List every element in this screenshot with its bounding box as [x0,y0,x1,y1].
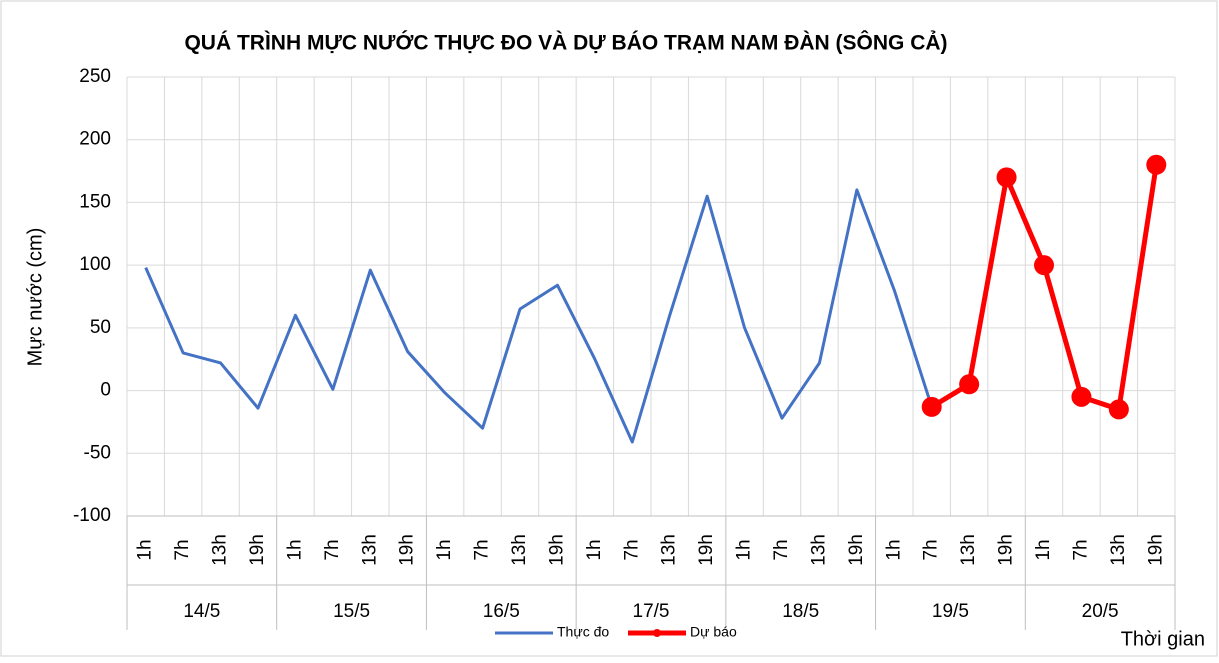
y-tick-label: 100 [79,254,111,275]
x-tick-label: 1h [883,539,904,560]
x-tick-label: 19h [247,534,268,566]
series-marker [1034,255,1054,276]
day-label: 18/5 [782,601,819,622]
x-tick-label: 19h [696,534,717,566]
day-label: 16/5 [483,601,520,622]
x-tick-label: 1h [584,539,605,560]
legend-label: Dự báo [690,624,737,640]
x-tick-label: 1h [284,539,305,560]
day-label: 15/5 [333,601,370,622]
x-tick-label: 7h [322,539,343,560]
x-tick-label: 13h [1108,534,1129,566]
x-tick-label: 7h [771,539,792,560]
chart-title: QUÁ TRÌNH MỰC NƯỚC THỰC ĐO VÀ DỰ BÁO TRẠ… [184,31,947,55]
x-tick-label: 13h [210,534,231,566]
series-marker [1146,154,1167,175]
series-marker [996,167,1017,188]
x-tick-label: 19h [846,534,867,566]
x-tick-label: 1h [135,539,156,560]
series-marker [1108,399,1129,420]
x-tick-label: 7h [472,539,493,560]
x-tick-label: 19h [996,534,1017,566]
legend-label: Thực đo [557,624,609,640]
x-tick-label: 1h [434,539,455,560]
x-tick-label: 13h [659,534,680,566]
x-tick-label: 7h [621,539,642,560]
y-tick-label: 0 [100,380,111,401]
y-tick-label: 200 [79,129,111,150]
series-marker [921,396,942,417]
x-tick-label: 7h [921,539,942,560]
x-tick-label: 7h [172,539,193,560]
series-marker [1071,386,1092,407]
x-tick-label: 1h [734,539,755,560]
x-axis-label: Thời gian [1121,628,1205,650]
day-label: 19/5 [932,601,969,622]
day-label: 17/5 [633,601,670,622]
series-line [144,188,934,444]
y-tick-label: -100 [73,505,111,526]
series-marker [959,374,980,395]
y-tick-label: 50 [90,317,111,338]
legend-marker [653,629,661,637]
x-tick-label: 13h [359,534,380,566]
x-tick-label: 19h [546,534,567,566]
y-tick-label: 250 [79,66,111,87]
x-tick-label: 13h [509,534,530,566]
x-tick-label: 1h [1033,539,1054,560]
x-tick-label: 13h [808,534,829,566]
x-tick-label: 7h [1070,539,1091,560]
y-tick-label: 150 [79,191,111,212]
y-axis-label: Mực nước (cm) [24,228,46,367]
y-tick-label: -50 [84,442,111,463]
x-tick-label: 13h [958,534,979,566]
x-tick-label: 19h [397,534,418,566]
day-label: 20/5 [1082,601,1119,622]
x-tick-label: 19h [1145,534,1166,566]
day-label: 14/5 [183,601,220,622]
